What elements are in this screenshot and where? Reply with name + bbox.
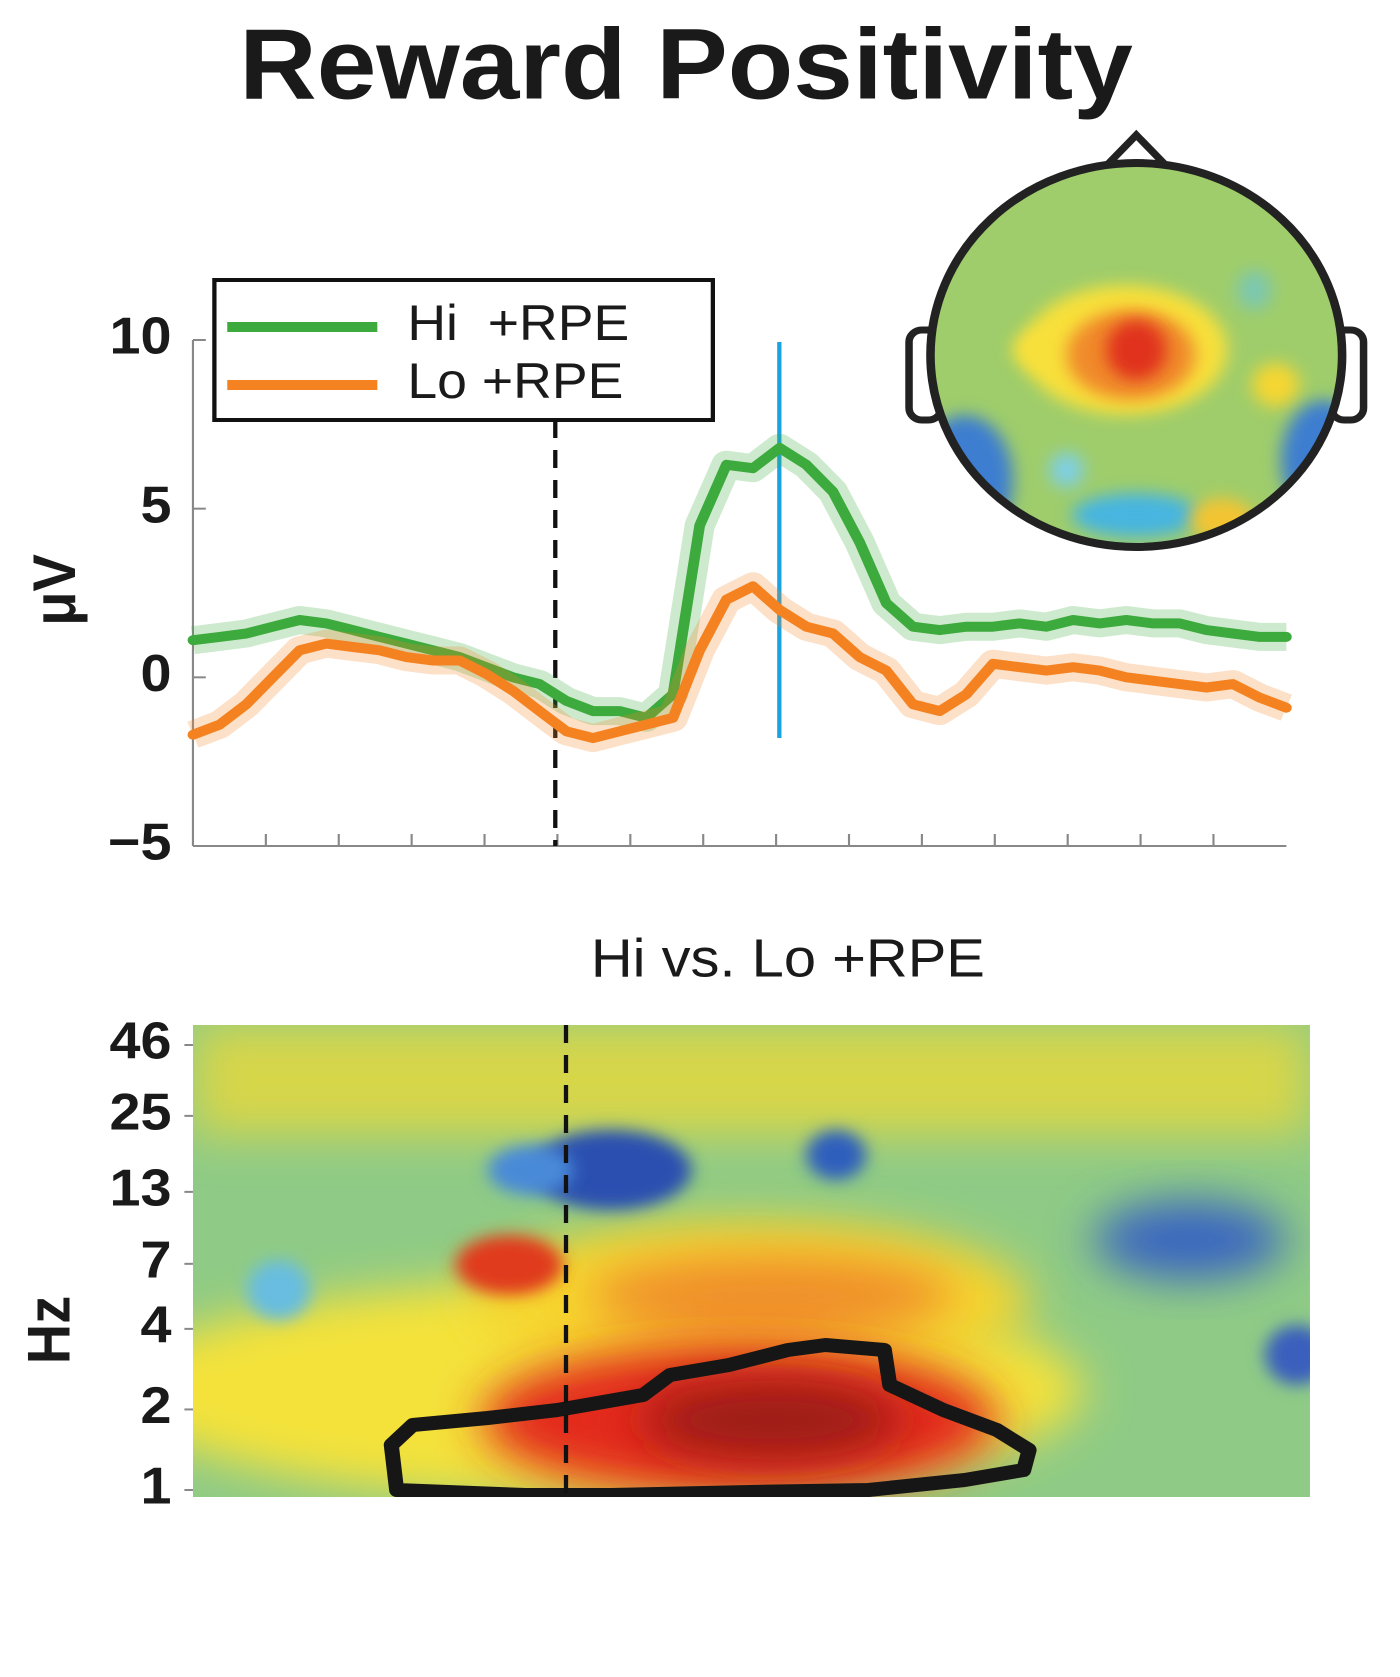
y-axis-label: Hz <box>16 1296 83 1364</box>
y-axis-label: μV <box>21 554 88 626</box>
legend-label: Lo +RPE <box>407 353 623 409</box>
heatmap-image <box>192 1025 1310 1497</box>
erp-chart: μV Hi +RPE Lo +RPE −5 0 5 10 <box>21 278 1293 871</box>
y-tick-label: 46 <box>110 1012 172 1070</box>
figure-title: Reward Positivity <box>239 8 1133 120</box>
y-tick-label: 0 <box>141 645 172 703</box>
series-line <box>187 442 1292 723</box>
y-tick-label: 4 <box>141 1296 172 1354</box>
chart-title: Hi vs. Lo +RPE <box>591 927 985 988</box>
series-line <box>187 581 1292 744</box>
topomap <box>905 129 1368 551</box>
legend: Hi +RPE Lo +RPE <box>212 278 716 422</box>
y-tick-label: 10 <box>110 307 172 365</box>
y-tick-label: 1 <box>141 1457 172 1515</box>
legend-label: Hi +RPE <box>407 295 629 351</box>
y-tick-label: 13 <box>110 1159 172 1217</box>
y-tick-label: 5 <box>141 476 172 534</box>
x-ticks <box>264 834 1215 846</box>
y-tick-label: 2 <box>141 1377 172 1435</box>
y-tick-label: −5 <box>108 813 172 871</box>
y-tick-label: 25 <box>110 1083 172 1141</box>
time-frequency-chart: Hi vs. Lo +RPE Hz 1 2 4 7 13 25 46 <box>16 927 1310 1515</box>
y-tick-label: 7 <box>141 1231 172 1289</box>
series <box>187 433 1293 753</box>
